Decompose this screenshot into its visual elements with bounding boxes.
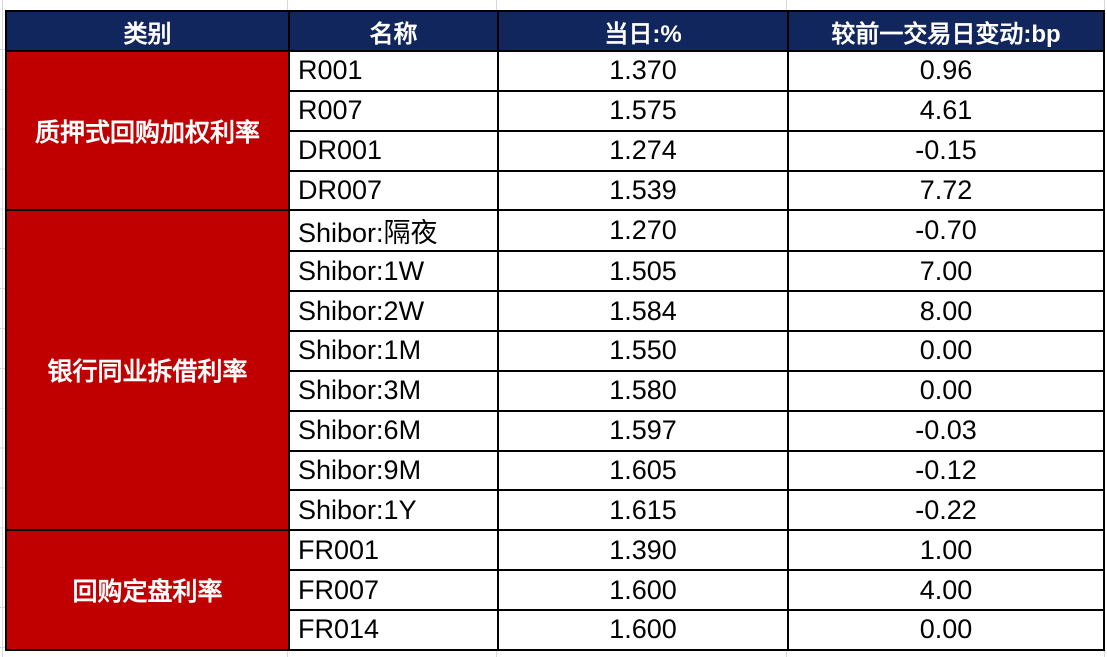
today-value-cell: 1.580 [497,369,789,412]
table-row: Shibor:9M 1.605 -0.12 [6,449,1105,492]
name-cell: Shibor:2W [288,290,499,333]
table-row: Shibor:1M 1.550 0.00 [6,330,1105,372]
table-row: 回购定盘利率 FR001 1.390 1.00 [5,529,1105,651]
change-value-cell: -0.70 [787,209,1105,253]
name-cell: Shibor:1M [288,330,499,372]
rates-table: 类别 名称 当日:% 较前一交易日变动:bp 质押式回购加权利率 R001 1.37… [5,10,1105,651]
today-value-cell: 1.600 [497,608,789,651]
table-row: R007 1.575 4.61 [6,89,1105,132]
today-value-cell: 1.390 [497,529,789,572]
change-value-cell: 0.00 [787,369,1105,412]
today-value-cell: 1.600 [497,569,789,611]
change-value-cell: -0.22 [787,489,1105,532]
today-value-cell: 1.539 [497,169,789,212]
header-row: 类别 名称 当日:% 较前一交易日变动:bp [5,10,1105,52]
header-cell-change: 较前一交易日变动:bp [787,10,1105,52]
change-value-cell: 4.61 [787,89,1105,132]
category-cell: 银行同业拆借利率 [5,209,290,532]
change-value-cell: 0.00 [787,608,1105,651]
change-value-cell: 4.00 [787,569,1105,611]
table-row: DR001 1.274 -0.15 [6,129,1105,172]
header-cell-today: 当日:% [497,10,789,52]
change-value-cell: -0.15 [787,129,1105,172]
name-cell: FR007 [288,569,499,611]
sheet-gridline [287,0,288,11]
table-row: Shibor:1Y 1.615 -0.22 [6,489,1105,532]
name-cell: DR001 [288,129,499,172]
today-value-cell: 1.584 [497,290,789,333]
table-row: Shibor:1W 1.505 7.00 [6,250,1105,293]
category-cell: 回购定盘利率 [5,529,290,651]
name-cell: Shibor:6M [288,409,499,452]
change-value-cell: 7.00 [787,250,1105,293]
change-value-cell: 0.96 [787,50,1105,92]
name-cell: R001 [288,50,499,92]
category-cell: 质押式回购加权利率 [5,49,290,212]
change-value-cell: -0.12 [787,449,1105,492]
table-row: DR007 1.539 7.72 [6,169,1105,212]
table-row: FR014 1.600 0.00 [6,608,1105,651]
change-value-cell: 1.00 [787,529,1105,572]
today-value-cell: 1.605 [497,449,789,492]
table-row: 银行同业拆借利率 Shibor:隔夜 1.270 -0.70 [5,209,1105,532]
sheet-gridline [496,0,497,11]
sheet-gridline [2,0,3,657]
today-value-cell: 1.575 [497,89,789,132]
name-cell: Shibor:1W [288,250,499,293]
today-value-cell: 1.505 [497,250,789,293]
table-row: Shibor:2W 1.584 8.00 [6,290,1105,333]
name-cell: Shibor:隔夜 [288,209,499,253]
name-cell: DR007 [288,169,499,212]
sheet-gridline [496,648,497,657]
table-row: FR007 1.600 4.00 [6,569,1105,611]
sheet-gridline [287,648,288,657]
change-value-cell: 7.72 [787,169,1105,212]
sheet-gridline [786,0,787,11]
sheet-gridline [786,648,787,657]
name-cell: FR014 [288,608,499,651]
change-value-cell: 0.00 [787,330,1105,372]
today-value-cell: 1.597 [497,409,789,452]
change-value-cell: -0.03 [787,409,1105,452]
change-value-cell: 8.00 [787,290,1105,333]
table-row: Shibor:6M 1.597 -0.03 [6,409,1105,452]
table-row: Shibor:3M 1.580 0.00 [6,369,1105,412]
name-cell: FR001 [288,529,499,572]
name-cell: Shibor:9M [288,449,499,492]
header-cell-category: 类别 [5,10,290,52]
today-value-cell: 1.615 [497,489,789,532]
name-cell: Shibor:3M [288,369,499,412]
today-value-cell: 1.370 [497,50,789,92]
table-row: 质押式回购加权利率 R001 1.370 0.96 [5,49,1105,212]
name-cell: Shibor:1Y [288,489,499,532]
today-value-cell: 1.274 [497,129,789,172]
name-cell: R007 [288,89,499,132]
header-cell-name: 名称 [288,10,499,52]
today-value-cell: 1.270 [497,209,789,253]
today-value-cell: 1.550 [497,330,789,372]
